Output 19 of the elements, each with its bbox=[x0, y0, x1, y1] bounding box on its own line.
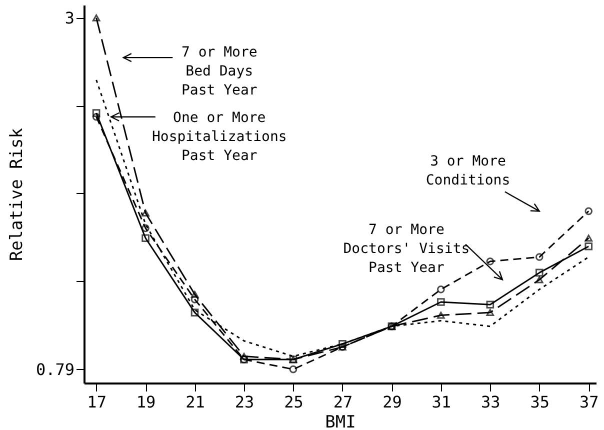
y-tick-label: 3 bbox=[64, 8, 74, 28]
x-tick-label: 29 bbox=[382, 392, 402, 412]
x-tick-label: 35 bbox=[530, 392, 550, 412]
x-tick-label: 31 bbox=[432, 392, 452, 412]
annotation: 3 or More Conditions bbox=[426, 153, 510, 188]
x-tick-label: 33 bbox=[481, 392, 500, 412]
annotation: 7 or More Bed Days Past Year bbox=[181, 44, 258, 99]
annotation: One or More Hospitalizations Past Year bbox=[152, 110, 287, 164]
x-tick-label: 21 bbox=[186, 392, 205, 412]
x-tick-label: 27 bbox=[333, 392, 353, 412]
x-tick-label: 19 bbox=[136, 392, 156, 412]
y-axis-title: Relative Risk bbox=[6, 128, 27, 262]
x-tick-label: 37 bbox=[579, 392, 599, 412]
x-tick-label: 17 bbox=[87, 392, 106, 412]
x-tick-label: 25 bbox=[284, 392, 304, 412]
x-tick-label: 23 bbox=[234, 392, 254, 412]
y-tick-label: 0.79 bbox=[36, 360, 74, 379]
annotation: 7 or More Doctors' Visits Past Year bbox=[343, 222, 470, 276]
x-axis-title: BMI bbox=[325, 412, 356, 430]
